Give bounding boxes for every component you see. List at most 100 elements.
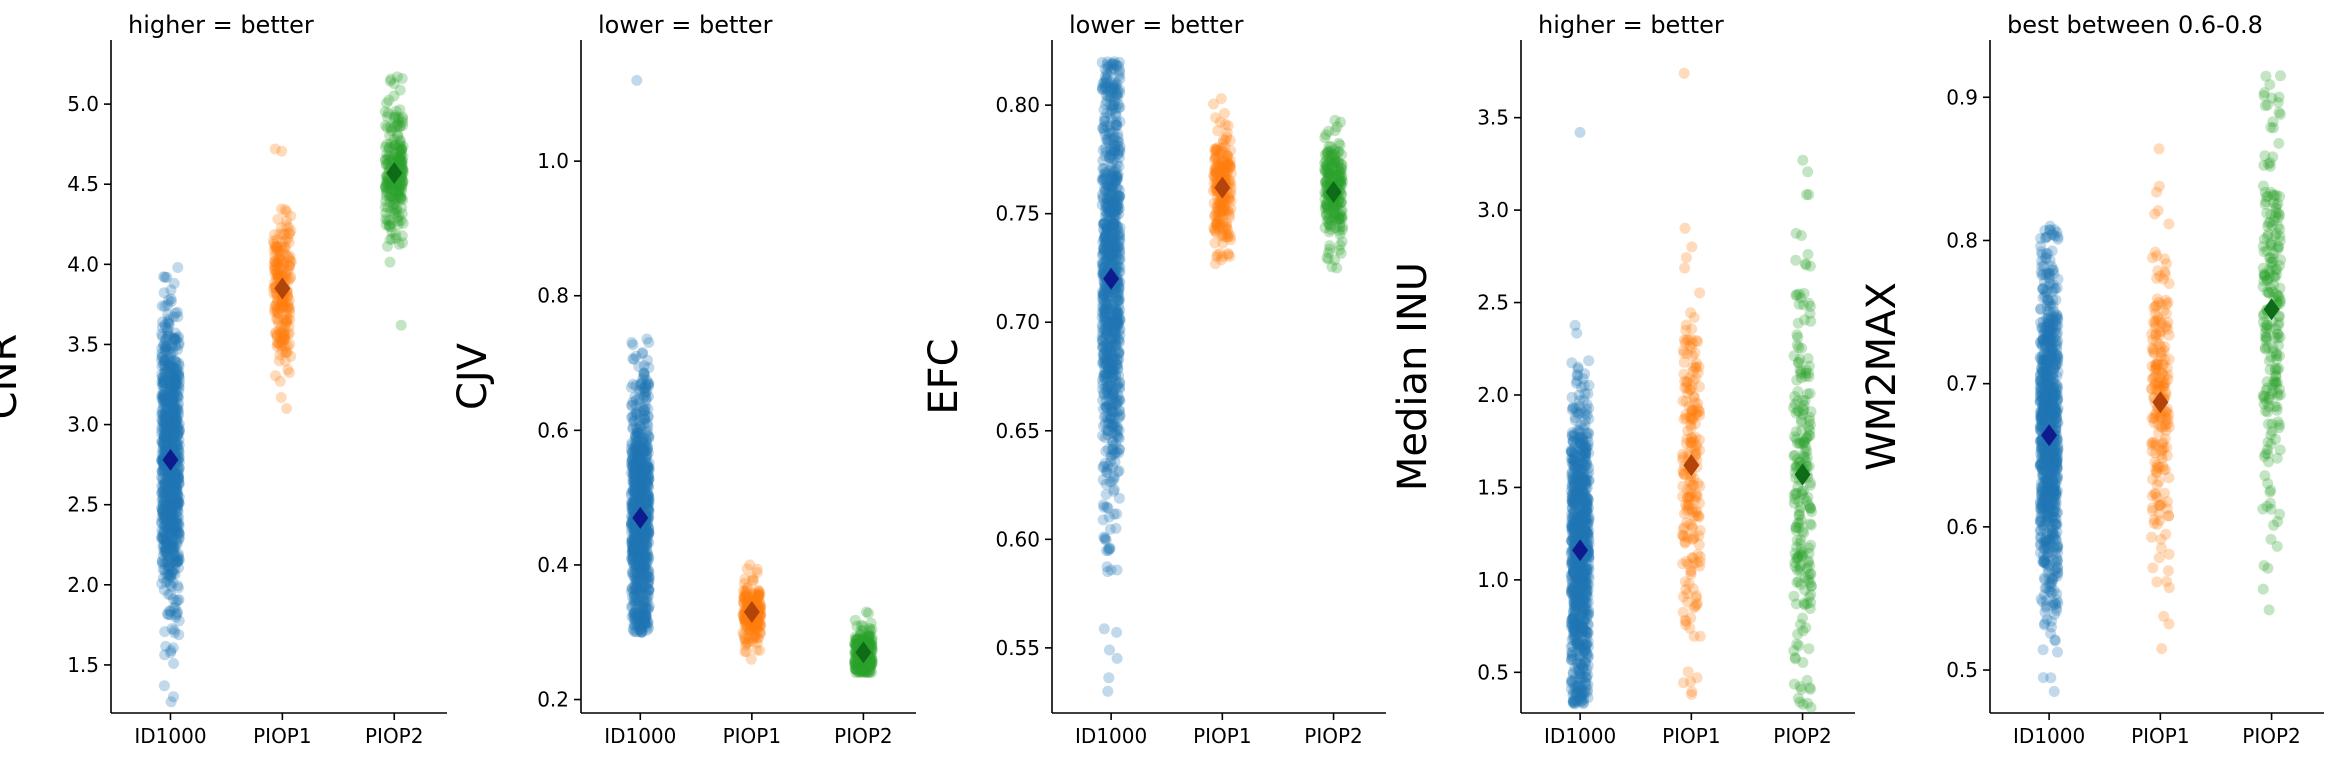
data-point: [172, 594, 184, 606]
data-point: [171, 484, 183, 496]
data-point: [1325, 224, 1337, 235]
data-point: [172, 311, 184, 323]
data-point: [167, 346, 179, 358]
data-point: [164, 428, 175, 440]
data-point: [164, 523, 176, 535]
data-point: [1098, 245, 1110, 257]
data-point: [164, 367, 176, 379]
data-point: [157, 507, 169, 519]
data-point: [161, 417, 173, 428]
data-point: [162, 330, 174, 342]
data-point: [156, 465, 168, 477]
data-point: [158, 380, 170, 391]
data-point: [277, 332, 289, 343]
data-point: [283, 321, 295, 333]
data-point: [170, 384, 182, 396]
data-point: [169, 435, 181, 447]
data-point: [161, 473, 173, 485]
data-point: [269, 229, 280, 241]
data-point: [173, 552, 184, 564]
data-point: [272, 307, 284, 319]
data-point: [158, 408, 170, 420]
data-point: [158, 430, 170, 442]
data-point: [267, 235, 279, 247]
data-point: [172, 488, 183, 500]
y-tick-label: 5.0: [67, 92, 99, 116]
data-point: [638, 547, 649, 559]
data-point: [163, 417, 175, 428]
data-point: [1567, 402, 1579, 414]
data-point: [162, 323, 174, 335]
data-point: [1098, 420, 1109, 432]
x-tick-label: PIOP1: [723, 724, 782, 748]
data-point: [167, 497, 179, 509]
data-point: [169, 430, 181, 442]
data-point: [172, 556, 184, 568]
data-point: [160, 547, 172, 559]
data-point: [158, 464, 170, 476]
data-point: [174, 554, 185, 566]
data-point: [640, 427, 652, 439]
data-point: [283, 252, 295, 264]
data-point: [173, 629, 185, 641]
data-point: [274, 251, 286, 263]
data-point: [160, 341, 172, 353]
data-point: [159, 319, 171, 331]
data-point: [1334, 139, 1346, 151]
data-point: [165, 605, 177, 617]
data-point: [281, 316, 293, 328]
data-point: [161, 396, 173, 408]
data-point: [158, 513, 170, 525]
data-point: [165, 552, 177, 564]
data-point: [169, 472, 181, 484]
data-point: [173, 496, 184, 508]
data-point: [157, 507, 169, 519]
data-point: [169, 378, 181, 390]
data-point: [1577, 496, 1588, 508]
data-point: [280, 235, 292, 247]
data-point: [167, 406, 179, 418]
data-point: [159, 383, 171, 395]
data-point: [279, 313, 291, 325]
data-point: [160, 412, 172, 424]
data-point: [164, 605, 175, 617]
data-point: [167, 342, 179, 353]
data-point: [1109, 315, 1121, 327]
data-point: [168, 399, 180, 411]
data-point: [166, 476, 178, 488]
data-point: [158, 430, 170, 442]
data-point: [1098, 218, 1110, 230]
data-point: [172, 522, 184, 534]
data-point: [271, 261, 283, 273]
data-point: [164, 499, 176, 511]
data-point: [276, 345, 288, 357]
data-point: [166, 502, 178, 514]
data-point: [1113, 145, 1125, 156]
data-point: [1333, 213, 1345, 225]
data-point: [160, 360, 172, 372]
data-point: [168, 523, 180, 535]
data-point: [285, 256, 297, 268]
data-point: [1335, 116, 1347, 128]
data-point: [157, 484, 169, 496]
data-point: [164, 561, 175, 573]
data-point: [168, 406, 179, 418]
data-point: [1581, 458, 1593, 470]
data-point: [156, 517, 167, 529]
data-point: [269, 250, 281, 262]
data-point: [158, 520, 170, 532]
data-point: [159, 423, 171, 434]
data-point: [167, 496, 179, 508]
data-point: [163, 397, 175, 409]
data-point: [160, 479, 172, 491]
data-point: [173, 366, 185, 378]
data-point: [1096, 311, 1108, 323]
data-point: [164, 343, 176, 355]
data-point: [161, 535, 173, 547]
data-point: [1336, 173, 1348, 185]
data-point: [157, 504, 168, 516]
data-point: [165, 540, 177, 552]
data-point: [170, 488, 182, 500]
data-point: [156, 428, 168, 440]
data-point: [168, 374, 180, 386]
